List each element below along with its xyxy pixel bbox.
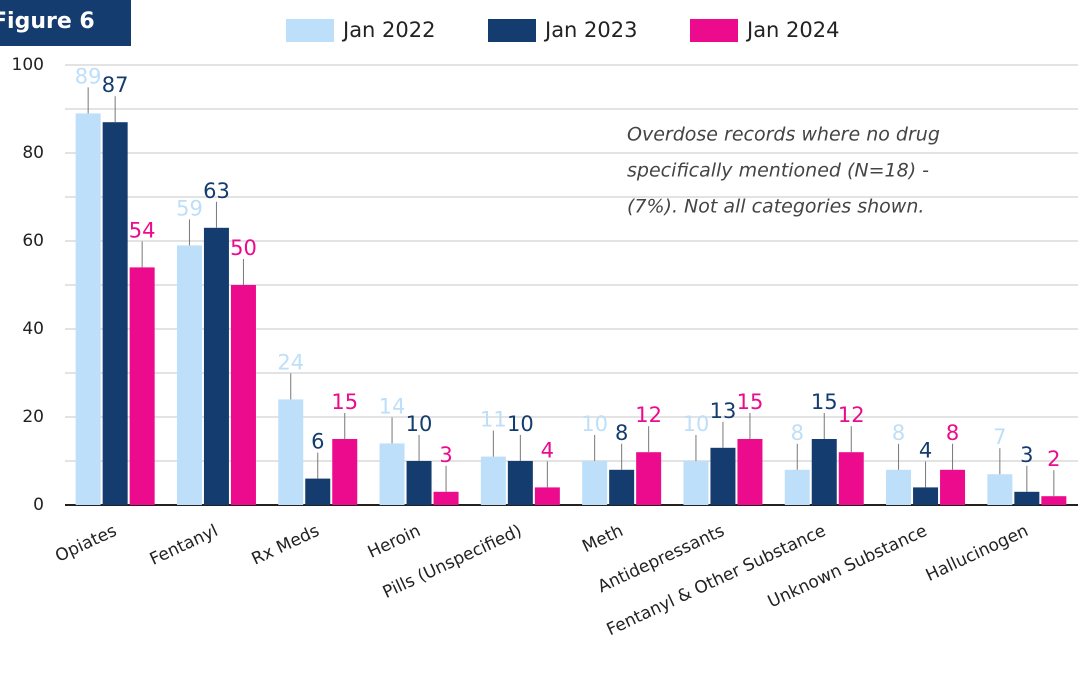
x-tick-label: Heroin (365, 521, 424, 563)
y-tick-label: 100 (12, 55, 44, 75)
data-label: 3 (439, 443, 452, 467)
bar (737, 439, 763, 505)
data-label: 4 (919, 438, 932, 462)
bar (507, 461, 533, 505)
data-label: 15 (331, 390, 358, 414)
annotation: (7%). Not all categories shown. (627, 196, 924, 218)
bar (176, 245, 202, 505)
bar (1014, 491, 1040, 505)
bar (203, 227, 229, 506)
bar (379, 443, 405, 505)
data-label: 8 (946, 421, 959, 445)
data-label: 10 (507, 412, 534, 436)
legend-label: Jan 2023 (543, 18, 638, 42)
y-tick-label: 60 (22, 231, 44, 251)
data-label: 15 (811, 390, 838, 414)
x-tick-label: Opiates (52, 521, 120, 567)
bar (811, 439, 837, 505)
data-label: 89 (75, 64, 102, 88)
data-label: 14 (379, 394, 406, 418)
data-label: 8 (615, 421, 628, 445)
bar (582, 461, 608, 505)
data-label: 8 (791, 421, 804, 445)
legend-swatch (488, 19, 536, 42)
x-tick-label: Meth (579, 521, 626, 557)
data-label: 7 (993, 425, 1006, 449)
data-label: 4 (541, 438, 554, 462)
bar (940, 469, 966, 505)
x-tick-label: Hallucinogen (923, 521, 1032, 586)
bar (609, 469, 635, 505)
data-label: 63 (203, 179, 230, 203)
data-label: 3 (1020, 443, 1033, 467)
figure-label: Figure 6 (0, 9, 95, 34)
legend-label: Jan 2022 (341, 18, 436, 42)
data-label: 87 (102, 73, 129, 97)
bar (129, 267, 155, 505)
y-tick-label: 20 (22, 407, 44, 427)
bar (433, 491, 459, 505)
bar (636, 452, 662, 505)
data-label: 15 (737, 390, 764, 414)
data-label: 8 (892, 421, 905, 445)
y-tick-label: 40 (22, 319, 44, 339)
bar (987, 474, 1013, 505)
data-label: 12 (635, 403, 662, 427)
bar (838, 452, 864, 505)
data-label: 50 (230, 236, 257, 260)
bar (406, 461, 432, 505)
data-label: 10 (581, 412, 608, 436)
bar (913, 487, 939, 505)
x-tick-label: Fentanyl (147, 521, 221, 570)
data-label: 24 (277, 350, 304, 374)
data-label: 54 (129, 218, 156, 242)
legend-label: Jan 2024 (745, 18, 840, 42)
figure-label-box (0, 0, 131, 46)
annotation: Overdose records where no drug (627, 124, 940, 146)
bar (710, 447, 736, 505)
data-label: 11 (480, 408, 507, 432)
data-label: 10 (683, 412, 710, 436)
bar (784, 469, 810, 505)
bar (683, 461, 709, 505)
legend-swatch (690, 19, 738, 42)
x-tick-label: Rx Meds (249, 521, 323, 570)
bar (534, 487, 560, 505)
bar (230, 285, 256, 505)
legend-swatch (286, 19, 334, 42)
data-label: 10 (406, 412, 433, 436)
data-label: 13 (710, 399, 737, 423)
data-label: 2 (1047, 447, 1060, 471)
data-label: 59 (176, 196, 203, 220)
data-label: 6 (311, 430, 324, 454)
bar (1041, 496, 1067, 505)
y-tick-label: 80 (22, 143, 44, 163)
data-label: 12 (838, 403, 865, 427)
annotation: specifically mentioned (N=18) - (627, 160, 929, 182)
bar (332, 439, 358, 505)
bar (278, 399, 304, 505)
bar (305, 478, 331, 505)
bar (886, 469, 912, 505)
bar (480, 456, 506, 505)
y-tick-label: 0 (33, 495, 44, 515)
bar (75, 113, 101, 506)
bar (102, 122, 128, 505)
